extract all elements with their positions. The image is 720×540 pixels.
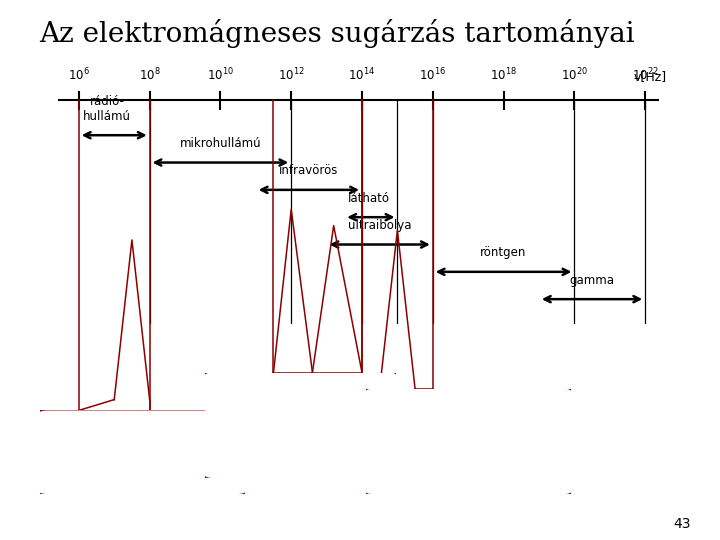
Text: rádió-
hullámú: rádió- hullámú bbox=[83, 95, 131, 123]
Text: infravörös: infravörös bbox=[279, 165, 338, 178]
Text: (magok gerjesztése): (magok gerjesztése) bbox=[85, 465, 199, 476]
FancyBboxPatch shape bbox=[37, 409, 247, 495]
Text: $10^{22}$: $10^{22}$ bbox=[631, 66, 659, 83]
Text: gamma: gamma bbox=[570, 274, 615, 287]
Text: SPEKTROSZKÓPIA: SPEKTROSZKÓPIA bbox=[413, 436, 524, 447]
Text: röntgen: röntgen bbox=[480, 246, 527, 259]
Text: $10^{20}$: $10^{20}$ bbox=[561, 66, 588, 83]
FancyBboxPatch shape bbox=[364, 388, 573, 495]
Text: 43: 43 bbox=[673, 517, 690, 531]
Text: SPEKTROSZKÓPIA: SPEKTROSZKÓPIA bbox=[245, 420, 356, 430]
Text: ultraibolya: ultraibolya bbox=[348, 219, 411, 232]
Text: mikrohullámú: mikrohullámú bbox=[179, 137, 261, 150]
Text: FOTOELEKTRON: FOTOELEKTRON bbox=[418, 413, 518, 423]
Text: (molekulák gerjesztése): (molekulák gerjesztése) bbox=[234, 443, 367, 454]
Text: $10^{16}$: $10^{16}$ bbox=[419, 66, 446, 83]
Text: $10^{8}$: $10^{8}$ bbox=[139, 66, 161, 83]
Text: látható: látható bbox=[348, 192, 390, 205]
Text: NMR SPEKTROSZKÓPIA: NMR SPEKTROSZKÓPIA bbox=[70, 429, 215, 439]
Text: (molekulák ionizálása): (molekulák ionizálása) bbox=[406, 460, 531, 470]
Text: $10^{18}$: $10^{18}$ bbox=[490, 66, 517, 83]
Text: $10^{6}$: $10^{6}$ bbox=[68, 66, 90, 83]
Text: $10^{14}$: $10^{14}$ bbox=[348, 66, 376, 83]
Text: $10^{10}$: $10^{10}$ bbox=[207, 66, 234, 83]
Text: v[Hz]: v[Hz] bbox=[633, 70, 667, 83]
Text: Az elektromágneses sugárzás tartományai: Az elektromágneses sugárzás tartományai bbox=[40, 19, 635, 48]
Text: $10^{12}$: $10^{12}$ bbox=[278, 66, 305, 83]
FancyBboxPatch shape bbox=[203, 372, 398, 479]
Text: OPTIKAI: OPTIKAI bbox=[276, 397, 325, 407]
